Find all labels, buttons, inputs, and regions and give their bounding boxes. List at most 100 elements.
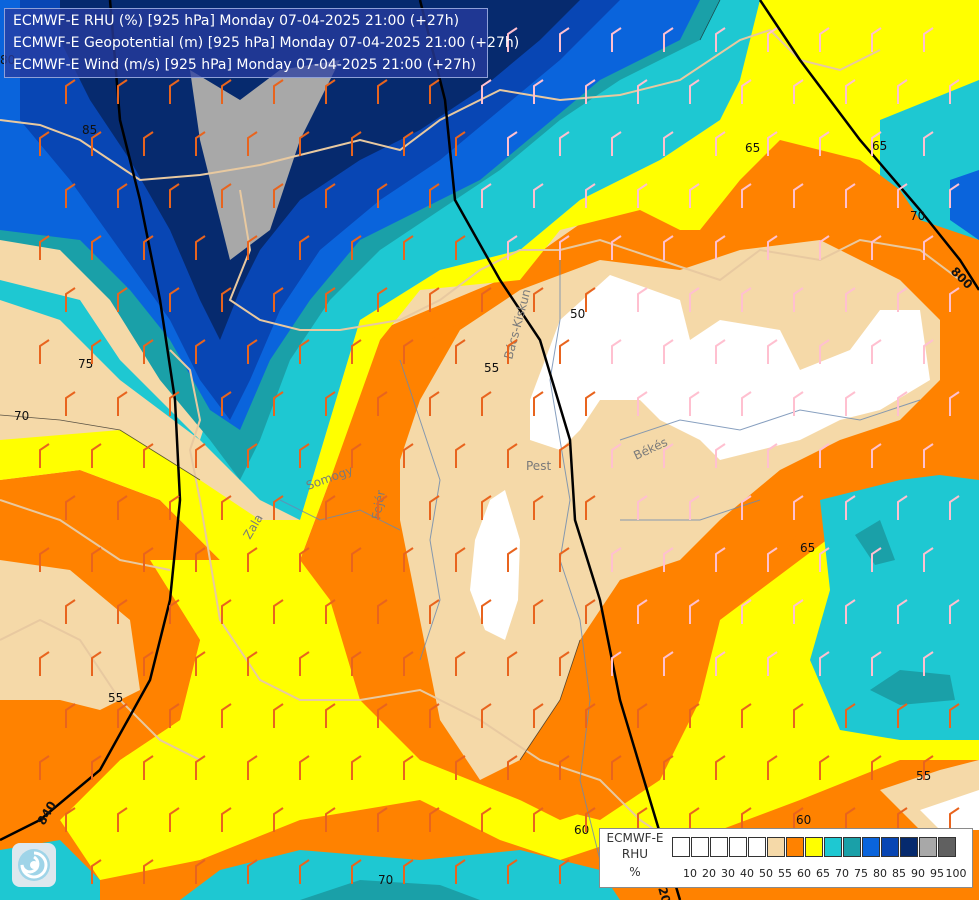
legend-tick: 60 [797,867,811,880]
wind-barb [403,339,414,364]
wind-barb [429,599,440,624]
wind-barb [65,79,76,104]
wind-barb [455,339,466,364]
wind-barb [715,235,726,260]
wind-barb [117,287,128,312]
wind-barb [403,443,414,468]
rhu-region-70-east [810,470,979,740]
wind-barb [39,547,50,572]
wind-barb [221,183,232,208]
wind-barb [429,495,440,520]
legend-swatch [862,837,880,857]
wind-barb [559,651,570,676]
wind-barb [143,131,154,156]
wind-barb [91,547,102,572]
contour-label: 70 [14,409,29,423]
wind-barb [741,79,752,104]
wind-barb [221,287,232,312]
wind-barb [325,807,336,832]
rhu-region-50-north [530,275,930,460]
wind-barb [91,131,102,156]
contour-label: 55 [108,691,123,705]
wind-barb [377,79,388,104]
contour-label: 70 [378,873,393,887]
wind-barb [767,131,778,156]
wind-barb [923,755,934,780]
wind-barb [117,807,128,832]
wind-barb [949,183,960,208]
wind-barb [897,495,908,520]
wind-barb [741,495,752,520]
wind-barb [481,183,492,208]
wind-barb [507,443,518,468]
wind-barb [715,547,726,572]
rhu-region-75-east [870,670,955,705]
legend-tick: 40 [740,867,754,880]
wind-barb [689,599,700,624]
wind-barb [741,599,752,624]
wind-barb [871,235,882,260]
wind-barb [247,443,258,468]
wind-barb [481,807,492,832]
legend-tick: 55 [778,867,792,880]
wind-barb [715,443,726,468]
wind-barb [91,235,102,260]
wind-barb [117,183,128,208]
wind-barb [559,755,570,780]
wind-barb [819,27,830,52]
wind-barb [845,183,856,208]
wind-barb [143,651,154,676]
wind-barb [845,703,856,728]
wind-barb [611,131,622,156]
wind-barb [91,443,102,468]
wind-barb [923,547,934,572]
wind-barb [195,547,206,572]
legend-swatch [938,837,956,857]
map-title-box: ECMWF-E RHU (%) [925 hPa] Monday 07-04-2… [4,8,519,78]
wind-barb [845,807,856,832]
wind-barb [715,339,726,364]
wind-barb [559,859,570,884]
wind-barb [663,547,674,572]
wind-barb [637,287,648,312]
wind-barb [273,79,284,104]
wind-barb [299,339,310,364]
wind-barb [325,287,336,312]
wind-barb [351,755,362,780]
wind-barb [845,495,856,520]
wind-barb [481,287,492,312]
wind-barb [585,807,596,832]
legend-swatch [672,837,690,857]
wind-barb [663,443,674,468]
wind-barb [793,183,804,208]
wind-barb [143,547,154,572]
wind-barb [767,235,778,260]
wind-barb [533,599,544,624]
wind-barb-layer [39,27,960,884]
wind-barb [143,755,154,780]
wind-barb [351,339,362,364]
legend-tick: 65 [816,867,830,880]
wind-barb [65,807,76,832]
wind-barb [559,443,570,468]
wind-barb [377,807,388,832]
title-geopotential: ECMWF-E Geopotential (m) [925 hPa] Monda… [13,35,520,51]
legend-swatch [843,837,861,857]
wind-barb [689,183,700,208]
title-rhu: ECMWF-E RHU (%) [925 hPa] Monday 07-04-2… [13,13,460,29]
wind-barb [39,235,50,260]
wind-barb [299,859,310,884]
legend-swatch [900,837,918,857]
wind-barb [637,807,648,832]
legend-swatch [748,837,766,857]
wind-barb [585,495,596,520]
wind-barb [247,547,258,572]
legend-tick: 75 [854,867,868,880]
wind-barb [481,599,492,624]
wind-barb [299,235,310,260]
wind-barb [403,547,414,572]
wind-barb [481,79,492,104]
rhu-region-50-se [920,790,979,830]
wind-barb [117,495,128,520]
